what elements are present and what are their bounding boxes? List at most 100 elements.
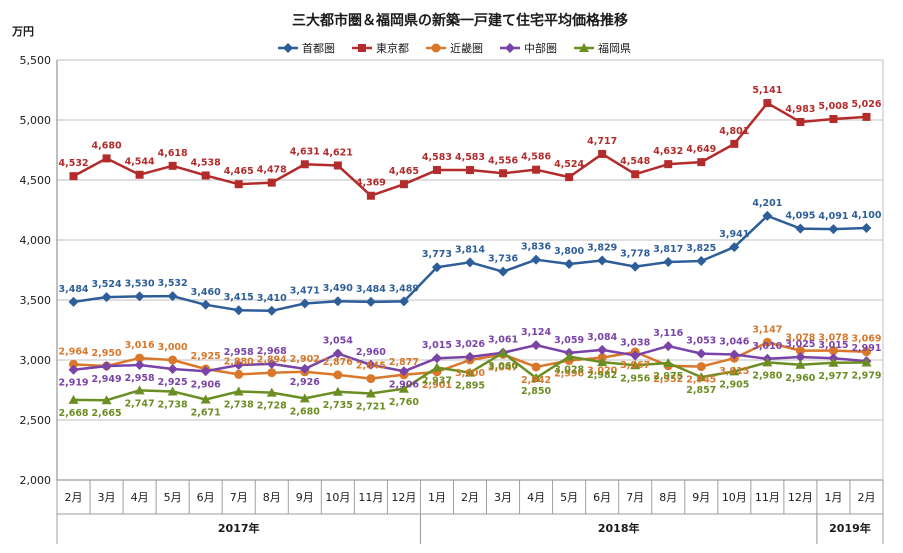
data-point bbox=[564, 259, 575, 269]
data-label: 4,583 bbox=[455, 152, 485, 163]
data-label: 3,060 bbox=[488, 361, 518, 372]
data-point bbox=[398, 383, 409, 393]
data-label: 2,952 bbox=[653, 374, 683, 385]
data-label: 2,906 bbox=[191, 379, 221, 390]
data-label: 3,010 bbox=[752, 341, 782, 352]
data-label: 4,538 bbox=[191, 157, 221, 168]
data-point bbox=[300, 160, 309, 169]
data-label: 4,100 bbox=[851, 210, 881, 221]
data-label: 3,025 bbox=[785, 339, 815, 350]
data-point bbox=[431, 353, 442, 364]
data-point bbox=[167, 291, 178, 302]
data-point bbox=[299, 393, 310, 403]
data-point bbox=[234, 180, 243, 189]
data-point bbox=[861, 347, 871, 357]
x-tick-label: 3月 bbox=[494, 491, 512, 504]
data-point bbox=[134, 385, 145, 395]
data-label: 3,829 bbox=[587, 243, 617, 254]
data-point bbox=[531, 373, 542, 382]
data-label: 2,925 bbox=[191, 351, 221, 362]
y-tick-label: 3,000 bbox=[20, 354, 52, 367]
data-point bbox=[565, 173, 574, 182]
x-tick-label: 1月 bbox=[428, 491, 446, 504]
data-label: 3,078 bbox=[785, 333, 815, 344]
data-point bbox=[266, 305, 277, 316]
data-label: 2,760 bbox=[389, 397, 419, 408]
data-point bbox=[332, 296, 343, 307]
year-label: 2019年 bbox=[829, 521, 871, 535]
data-label: 2,901 bbox=[422, 380, 452, 391]
y-tick-label: 4,500 bbox=[20, 174, 52, 187]
data-label: 3,054 bbox=[323, 336, 353, 347]
data-label: 3,038 bbox=[620, 337, 650, 348]
data-point bbox=[299, 298, 310, 309]
y-tick-label: 5,000 bbox=[20, 114, 52, 127]
data-point bbox=[795, 352, 806, 362]
data-point bbox=[102, 154, 111, 163]
data-label: 4,478 bbox=[257, 165, 287, 176]
data-point bbox=[762, 337, 772, 347]
data-point bbox=[332, 348, 343, 359]
data-label: 3,530 bbox=[125, 278, 155, 289]
year-label: 2017年 bbox=[218, 521, 260, 535]
x-tick-label: 11月 bbox=[358, 491, 383, 504]
series-line bbox=[72, 101, 867, 197]
y-tick-label: 5,500 bbox=[20, 54, 52, 67]
data-label: 2,721 bbox=[356, 401, 386, 412]
data-label: 3,015 bbox=[422, 340, 452, 351]
data-label: 3,825 bbox=[686, 243, 716, 254]
data-label: 3,800 bbox=[554, 246, 584, 257]
data-label: 3,490 bbox=[323, 283, 353, 294]
data-point bbox=[499, 169, 508, 178]
data-label: 3,124 bbox=[521, 327, 551, 338]
data-label: 4,556 bbox=[488, 155, 518, 166]
x-tick-label: 5月 bbox=[164, 491, 182, 504]
data-point bbox=[465, 367, 475, 377]
data-point bbox=[597, 255, 608, 266]
legend: 首都圏 東京都 近畿圏 中部圏 福岡県 bbox=[278, 41, 631, 55]
data-point bbox=[795, 346, 805, 356]
data-point bbox=[531, 340, 542, 351]
data-point bbox=[365, 388, 376, 398]
data-label: 4,548 bbox=[620, 156, 650, 167]
data-label: 4,091 bbox=[818, 211, 848, 222]
data-label: 2,968 bbox=[257, 346, 287, 357]
data-label: 3,000 bbox=[455, 368, 485, 379]
data-label: 3,015 bbox=[719, 366, 749, 377]
data-point bbox=[398, 296, 409, 307]
data-point bbox=[200, 366, 211, 377]
data-label: 3,069 bbox=[851, 334, 881, 345]
data-label: 4,586 bbox=[521, 152, 551, 163]
data-point bbox=[101, 395, 112, 405]
data-point bbox=[696, 348, 707, 359]
data-point bbox=[531, 254, 542, 265]
series-layer bbox=[68, 99, 872, 405]
data-point bbox=[68, 296, 79, 307]
data-label: 3,484 bbox=[58, 284, 88, 295]
data-label: 2,964 bbox=[58, 346, 88, 357]
data-label: 2,895 bbox=[455, 381, 485, 392]
x-tick-label: 6月 bbox=[593, 491, 611, 504]
data-label: 2,735 bbox=[323, 400, 353, 411]
data-point bbox=[598, 149, 607, 158]
data-point bbox=[69, 172, 78, 181]
data-label: 2,949 bbox=[92, 374, 122, 385]
data-label: 2,902 bbox=[290, 354, 320, 365]
data-label: 5,008 bbox=[818, 101, 848, 112]
data-point bbox=[135, 353, 145, 363]
data-point bbox=[68, 394, 79, 404]
data-point bbox=[597, 344, 608, 355]
data-label: 3,046 bbox=[719, 336, 749, 347]
chart-title: 三大都市圏＆福岡県の新築一戸建て住宅平均価格推移 bbox=[292, 12, 628, 29]
data-label: 2,958 bbox=[125, 373, 155, 384]
data-point bbox=[862, 112, 871, 121]
data-label: 5,026 bbox=[851, 99, 881, 110]
data-label: 3,471 bbox=[290, 285, 320, 296]
data-point bbox=[729, 349, 740, 360]
x-tick-label: 1月 bbox=[824, 491, 842, 504]
data-label: 4,532 bbox=[58, 158, 88, 169]
x-tick-label: 5月 bbox=[560, 491, 578, 504]
data-label: 3,484 bbox=[356, 284, 386, 295]
